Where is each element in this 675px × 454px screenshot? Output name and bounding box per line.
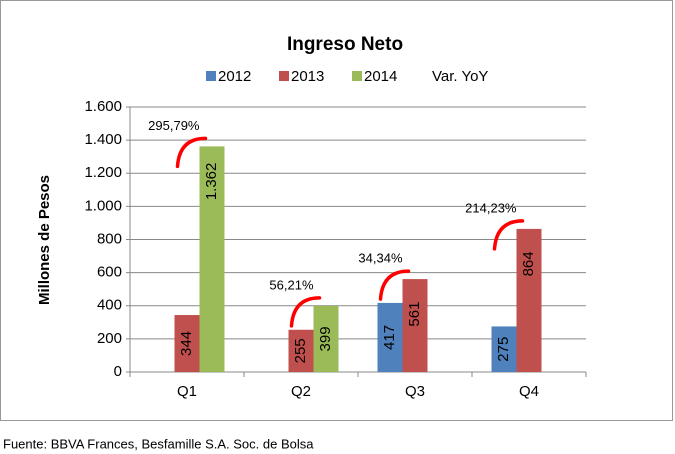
yoy-label: 214,23% <box>465 200 517 215</box>
bar <box>516 228 542 372</box>
data-label: 344 <box>178 331 195 356</box>
data-label: 864 <box>520 251 537 276</box>
legend-swatch <box>206 71 216 81</box>
x-tick-label: Q2 <box>291 383 311 400</box>
yoy-label: 34,34% <box>358 251 403 266</box>
data-label: 561 <box>406 302 423 327</box>
y-tick-label: 200 <box>97 330 122 347</box>
source-note: Fuente: BBVA Frances, Besfamille S.A. So… <box>3 436 314 451</box>
bar <box>174 315 200 372</box>
data-label: 275 <box>495 337 512 362</box>
y-tick-label: 1.400 <box>84 131 122 148</box>
y-tick-label: 600 <box>97 264 122 281</box>
y-axis-label: Millones de Pesos <box>36 175 53 305</box>
legend-label: Var. YoY <box>432 68 488 85</box>
x-tick-label: Q3 <box>405 383 425 400</box>
yoy-label: 56,21% <box>269 277 314 292</box>
y-tick-label: 1.600 <box>84 98 122 115</box>
bar <box>377 302 403 372</box>
chart-title: Ingreso Neto <box>287 34 403 55</box>
y-tick-label: 800 <box>97 230 122 247</box>
data-label: 255 <box>292 338 309 363</box>
yoy-label: 295,79% <box>148 118 200 133</box>
data-label: 417 <box>381 325 398 350</box>
bar <box>199 146 225 372</box>
bar <box>402 279 428 372</box>
yoy-arc <box>492 219 525 251</box>
bar <box>491 326 517 372</box>
y-tick-label: 1.000 <box>84 197 122 214</box>
legend-label: 2013 <box>291 68 324 85</box>
yoy-arc <box>378 269 411 301</box>
yoy-arc <box>175 136 208 169</box>
bar <box>288 329 314 372</box>
legend-swatch <box>279 71 289 81</box>
bar <box>313 305 339 372</box>
x-tick-label: Q1 <box>177 383 197 400</box>
legend-label: 2014 <box>364 68 397 85</box>
legend-label: 2012 <box>218 68 251 85</box>
x-tick-label: Q4 <box>519 383 539 400</box>
y-tick-label: 400 <box>97 297 122 314</box>
legend-swatch <box>352 71 362 81</box>
y-tick-label: 1.200 <box>84 164 122 181</box>
data-label: 399 <box>317 326 334 351</box>
y-tick-label: 0 <box>114 363 122 380</box>
yoy-arc <box>289 296 322 328</box>
data-label: 1.362 <box>203 163 220 201</box>
